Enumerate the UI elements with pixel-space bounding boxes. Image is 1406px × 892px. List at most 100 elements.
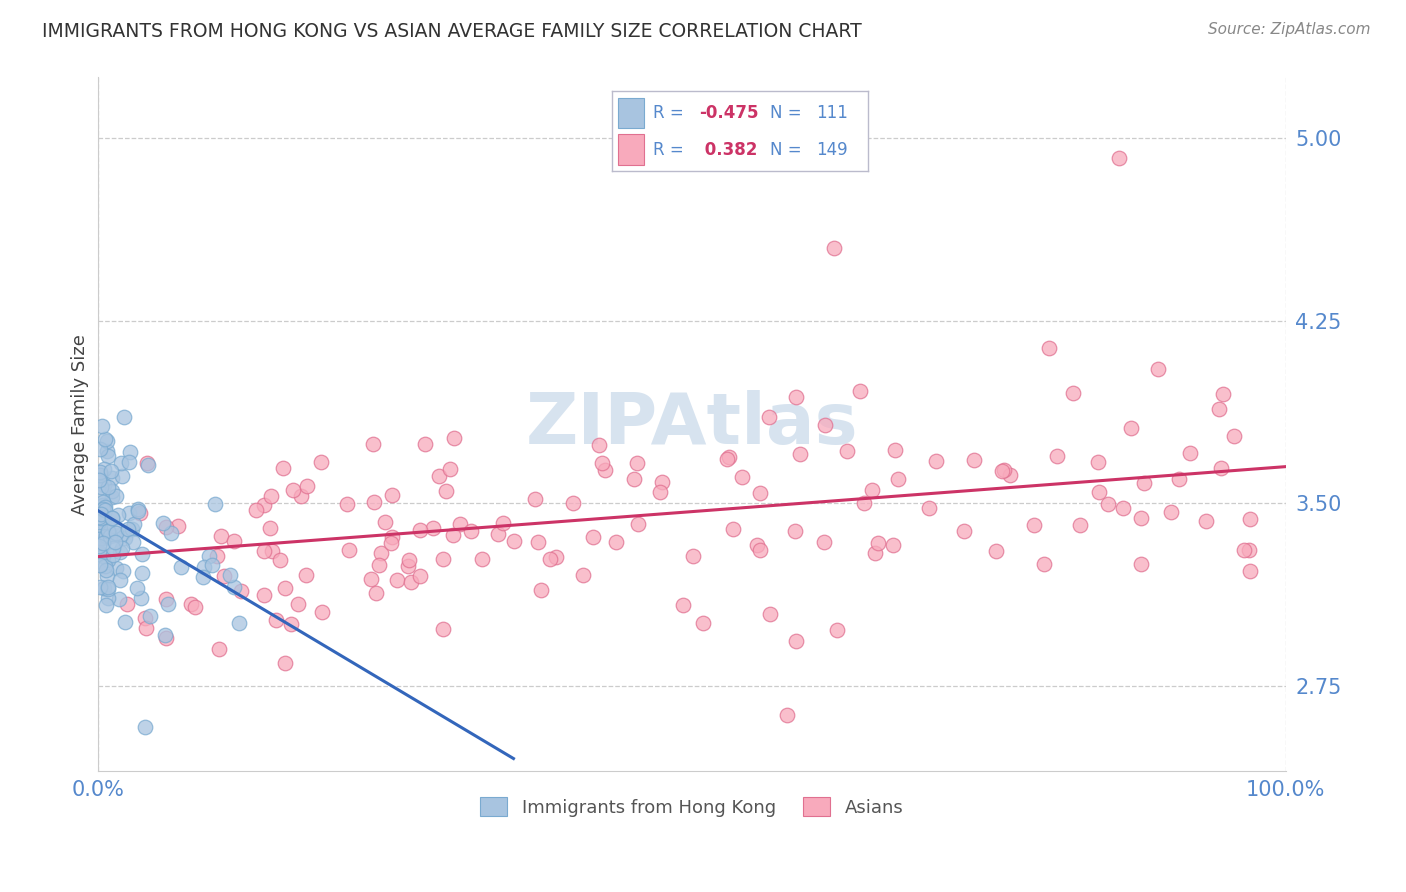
Point xyxy=(97,553,120,567)
Point xyxy=(562,496,585,510)
Point xyxy=(918,501,941,516)
Point xyxy=(114,531,136,545)
Point xyxy=(385,574,408,588)
Point xyxy=(627,517,650,532)
Point xyxy=(87,532,110,546)
Point xyxy=(287,597,309,611)
Point xyxy=(97,581,120,595)
Point xyxy=(93,531,115,545)
Point xyxy=(986,543,1008,558)
Point xyxy=(415,436,437,450)
Point xyxy=(111,564,134,578)
Point xyxy=(155,631,177,645)
Point xyxy=(131,566,153,581)
Point xyxy=(280,617,302,632)
Point xyxy=(89,508,111,522)
Point xyxy=(721,522,744,536)
Point xyxy=(136,456,159,470)
Point xyxy=(1133,475,1156,490)
Point xyxy=(1239,564,1261,578)
Point xyxy=(1208,401,1230,416)
Point xyxy=(396,559,419,574)
Point xyxy=(224,534,246,549)
Point xyxy=(167,519,190,533)
Point xyxy=(671,599,693,613)
Point xyxy=(89,442,111,456)
Point xyxy=(252,498,274,512)
Point xyxy=(718,450,741,464)
Point xyxy=(605,535,627,549)
Point xyxy=(89,547,111,561)
Point xyxy=(87,545,110,559)
Point xyxy=(253,544,276,558)
Y-axis label: Average Family Size: Average Family Size xyxy=(72,334,90,515)
Point xyxy=(993,463,1015,477)
Point xyxy=(122,535,145,549)
Point xyxy=(245,503,267,517)
Point xyxy=(269,553,291,567)
Point xyxy=(91,498,114,512)
Point xyxy=(107,508,129,522)
Point xyxy=(93,500,115,515)
Point xyxy=(1212,386,1234,401)
Point xyxy=(91,520,114,534)
Point xyxy=(471,552,494,566)
Point xyxy=(108,592,131,607)
Point xyxy=(868,536,890,550)
Point xyxy=(398,553,420,567)
Point xyxy=(990,464,1012,478)
Point xyxy=(94,558,117,573)
Point xyxy=(789,448,811,462)
Point xyxy=(160,526,183,541)
Point xyxy=(1087,455,1109,469)
Point xyxy=(191,570,214,584)
Point xyxy=(93,582,115,596)
Point xyxy=(184,600,207,615)
Point xyxy=(89,467,111,482)
Point xyxy=(97,480,120,494)
Point xyxy=(103,527,125,541)
Point xyxy=(363,494,385,508)
Point xyxy=(100,511,122,525)
Point xyxy=(153,628,176,642)
Point xyxy=(264,613,287,627)
Point xyxy=(93,432,115,446)
Point xyxy=(222,580,245,594)
Point xyxy=(111,541,134,556)
Point xyxy=(214,569,236,583)
Point xyxy=(399,575,422,590)
Point xyxy=(460,524,482,538)
Point xyxy=(443,431,465,445)
Point xyxy=(118,455,141,469)
Point xyxy=(152,516,174,530)
Point xyxy=(441,527,464,541)
Point xyxy=(785,524,807,539)
Point xyxy=(127,502,149,516)
Point xyxy=(281,483,304,497)
Point xyxy=(290,489,312,503)
Point xyxy=(1239,512,1261,526)
Point xyxy=(381,488,404,502)
Point xyxy=(229,584,252,599)
Point xyxy=(101,483,124,498)
Point xyxy=(527,534,550,549)
Legend: Immigrants from Hong Kong, Asians: Immigrants from Hong Kong, Asians xyxy=(472,790,911,824)
Point xyxy=(380,535,402,549)
Point xyxy=(337,542,360,557)
Point xyxy=(295,479,318,493)
Point xyxy=(813,535,835,549)
Point xyxy=(546,550,568,565)
Point xyxy=(98,529,121,543)
Point xyxy=(90,510,112,524)
Point xyxy=(94,529,117,543)
Point xyxy=(108,545,131,559)
Point xyxy=(110,456,132,470)
Point xyxy=(112,409,135,424)
Point xyxy=(103,519,125,533)
Point xyxy=(1024,518,1046,533)
Point xyxy=(409,569,432,583)
Point xyxy=(134,720,156,734)
Point xyxy=(648,484,671,499)
Point xyxy=(1147,362,1170,376)
Point xyxy=(540,552,562,566)
